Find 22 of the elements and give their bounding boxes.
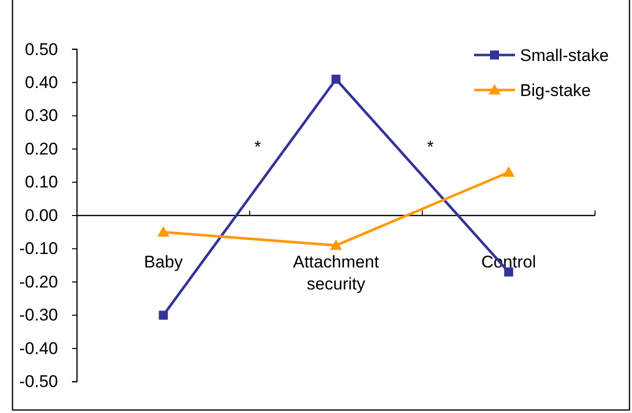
x-tick-label: Baby [144,252,184,272]
annotation: * [427,137,434,156]
y-tick-label: 0.00 [24,206,58,225]
legend-label: Small-stake [520,46,609,65]
y-tick-label: -0.20 [19,272,58,292]
y-tick-label: -0.50 [19,372,58,392]
point [157,226,170,237]
point [502,166,515,177]
y-tick-label: 0.10 [24,172,58,192]
y-tick-label: 0.40 [24,72,58,92]
point [332,74,340,84]
legend-label: Big-stake [520,81,591,100]
y-tick-label: -0.40 [19,338,58,358]
y-tick-label: 0.50 [24,40,58,59]
y-tick-label: 0.30 [24,106,58,126]
y-tick-label: -0.30 [19,306,58,325]
point [158,310,168,320]
y-tick-label: 0.20 [24,139,58,158]
y-tick-label: -0.10 [19,239,58,258]
x-tick-label: Attachment security [293,252,380,294]
point [330,239,342,250]
annotation: * [254,137,262,156]
